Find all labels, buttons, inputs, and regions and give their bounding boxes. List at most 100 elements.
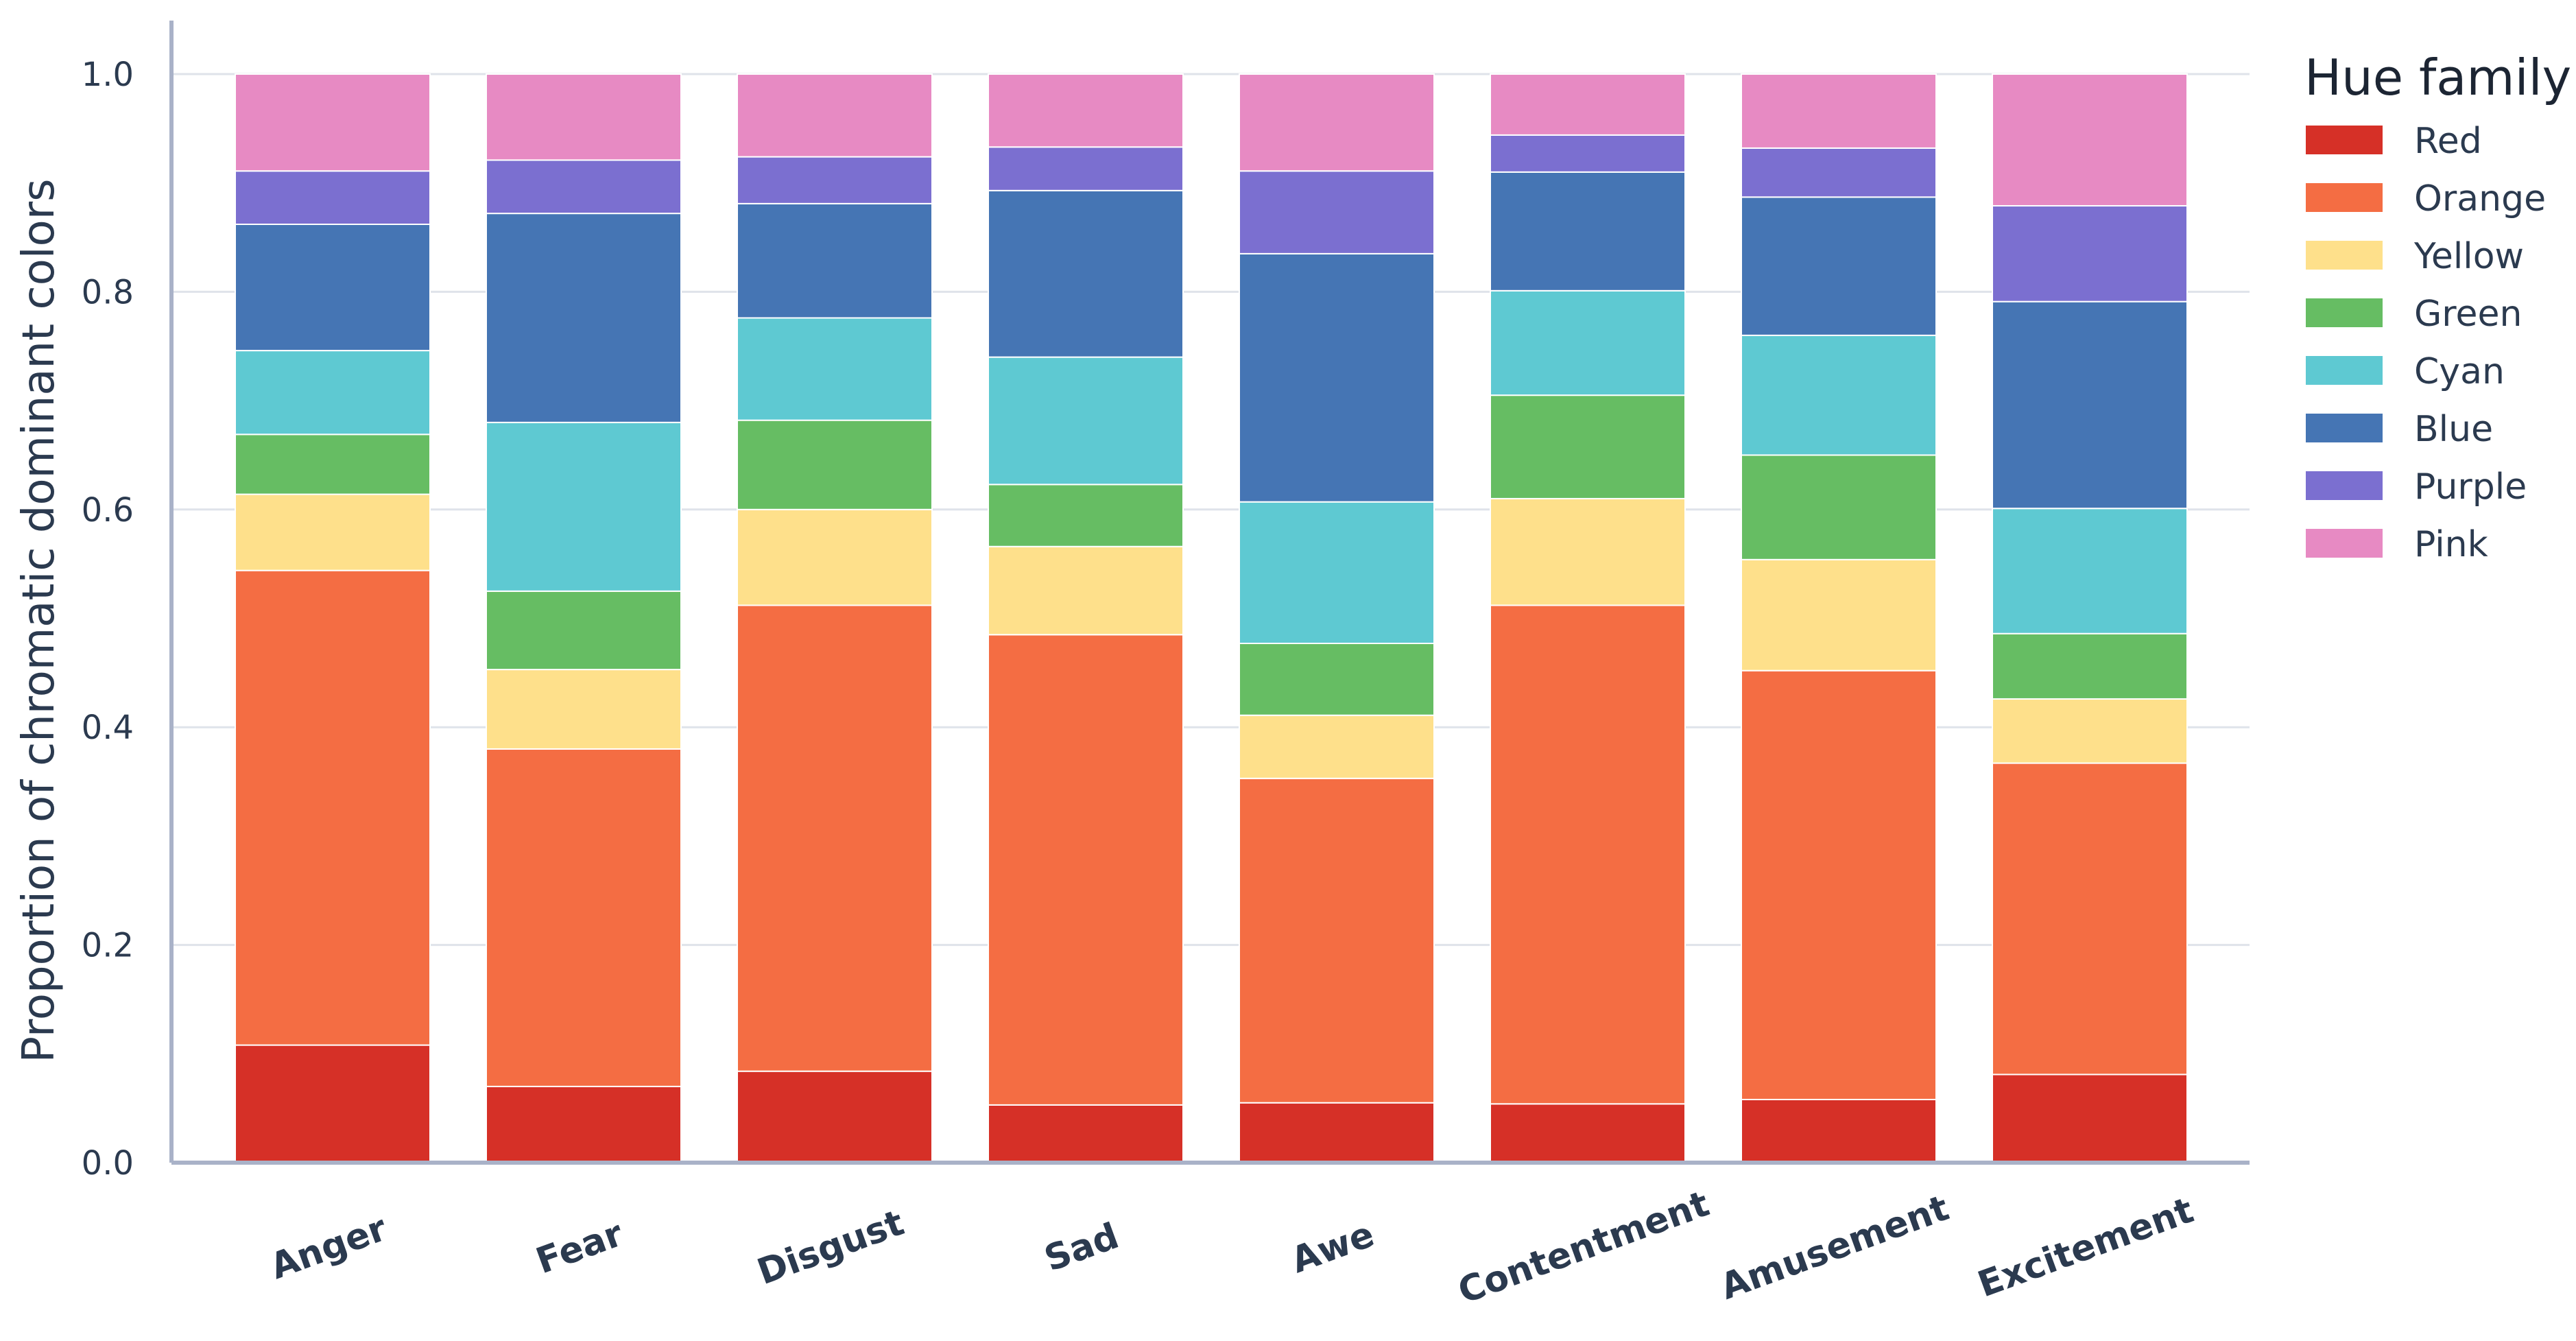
bar-segment-orange	[1741, 669, 1937, 1100]
bar-segment-red	[1992, 1073, 2188, 1163]
y-tick-label: 0.4	[82, 709, 134, 747]
bar-segment-blue	[988, 189, 1184, 358]
bar-segment-cyan	[1992, 508, 2188, 634]
x-tick-label: Fear	[531, 1213, 628, 1283]
legend-label: Pink	[2414, 524, 2488, 565]
bar-stack-amusement	[1741, 73, 1937, 1163]
bar-stack-excitement	[1992, 73, 2188, 1163]
bar-segment-blue	[737, 202, 933, 319]
legend: Hue family Red Orange Yellow Green Cyan Blue P…	[2304, 49, 2571, 565]
bar-segment-purple	[235, 170, 431, 226]
gridlines	[171, 73, 2250, 1164]
bar-segment-green	[988, 484, 1184, 547]
legend-swatch-cyan	[2306, 356, 2383, 385]
bar-segment-green	[486, 590, 682, 671]
bar-segment-yellow	[1992, 698, 2188, 764]
bar-segment-orange	[988, 634, 1184, 1106]
x-tick-label: Contentment	[1453, 1183, 1715, 1312]
x-tick-label: Amusement	[1715, 1187, 1954, 1308]
bar-segment-green	[1239, 643, 1435, 716]
legend-label: Yellow	[2413, 236, 2524, 277]
bar-stack-fear	[486, 73, 682, 1164]
bar-segment-pink	[1741, 73, 1937, 149]
bar-segment-red	[235, 1044, 431, 1163]
x-tick-label: Disgust	[752, 1202, 909, 1293]
bar-segment-red	[737, 1070, 933, 1164]
x-tick-label: Awe	[1286, 1214, 1380, 1282]
bar-segment-blue	[1992, 300, 2188, 510]
bar-segment-cyan	[1741, 334, 1937, 456]
bar-segment-red	[988, 1104, 1184, 1164]
legend-swatch-red	[2306, 126, 2383, 154]
legend-label: Purple	[2414, 466, 2527, 508]
bar-segment-purple	[988, 146, 1184, 191]
bar-segment-red	[1741, 1098, 1937, 1163]
axes	[169, 21, 2250, 1165]
bar-segment-green	[1490, 394, 1686, 499]
bar-segment-blue	[1741, 196, 1937, 336]
bar-segment-pink	[1239, 73, 1435, 172]
bar-stack-sad	[988, 73, 1184, 1164]
bar-segment-cyan	[737, 317, 933, 421]
bar-segment-pink	[1992, 73, 2188, 207]
y-tick-label: 0.6	[82, 491, 134, 530]
x-tick-label: Excitement	[1972, 1190, 2199, 1306]
bar-segment-pink	[235, 73, 431, 172]
bar-segment-green	[1992, 632, 2188, 700]
bar-segment-cyan	[486, 421, 682, 592]
legend-label: Cyan	[2414, 351, 2505, 392]
bar-segment-pink	[486, 73, 682, 161]
bar-segment-purple	[1992, 205, 2188, 302]
legend-label: Red	[2414, 121, 2482, 162]
bar-segment-cyan	[988, 356, 1184, 486]
bar-segment-orange	[486, 748, 682, 1087]
legend-label: Orange	[2414, 178, 2546, 219]
x-tick-labels: Anger Fear Disgust Sad Awe Contentment Amuseme…	[265, 1183, 2199, 1312]
legend-swatch-blue	[2306, 414, 2383, 442]
bar-segment-pink	[988, 73, 1184, 148]
bar-segment-cyan	[1239, 501, 1435, 645]
bar-segment-red	[1490, 1103, 1686, 1163]
bar-segment-pink	[1490, 73, 1686, 136]
bar-segment-yellow	[737, 508, 933, 606]
bar-segment-orange	[1239, 777, 1435, 1104]
legend-title: Hue family	[2304, 49, 2571, 106]
bar-segment-yellow	[988, 545, 1184, 636]
x-tick-label: Anger	[265, 1208, 393, 1287]
bar-segment-yellow	[486, 669, 682, 750]
y-tick-labels: 0.0 0.2 0.4 0.6 0.8 1.0	[82, 56, 134, 1183]
bar-segment-purple	[486, 159, 682, 215]
bar-segment-green	[737, 419, 933, 510]
bar-segment-orange	[1490, 604, 1686, 1105]
bar-segment-red	[486, 1085, 682, 1164]
bar-segment-pink	[737, 73, 933, 158]
bar-segment-yellow	[1741, 558, 1937, 672]
legend-label: Green	[2414, 294, 2522, 335]
y-tick-label: 0.0	[82, 1144, 134, 1183]
bar-segment-yellow	[1490, 497, 1686, 606]
legend-label: Blue	[2414, 409, 2493, 450]
y-tick-label: 1.0	[82, 56, 134, 94]
legend-swatch-pink	[2306, 529, 2383, 558]
legend-swatch-orange	[2306, 183, 2383, 212]
legend-swatch-purple	[2306, 471, 2383, 500]
bar-segment-green	[235, 434, 431, 495]
y-axis-label: Proportion of chromatic dominant colors	[14, 179, 64, 1063]
bar-segment-blue	[1490, 171, 1686, 292]
bar-segment-orange	[235, 569, 431, 1046]
bar-segment-purple	[1490, 134, 1686, 173]
legend-swatch-yellow	[2306, 241, 2383, 270]
bars	[235, 73, 2188, 1164]
bar-segment-orange	[1992, 762, 2188, 1076]
bar-stack-anger	[235, 73, 431, 1163]
bar-segment-red	[1239, 1102, 1435, 1163]
bar-segment-purple	[737, 156, 933, 204]
bar-segment-yellow	[235, 493, 431, 571]
y-tick-label: 0.2	[82, 927, 134, 965]
bar-segment-blue	[235, 224, 431, 352]
y-tick-label: 0.8	[82, 273, 134, 311]
bar-segment-orange	[737, 604, 933, 1072]
bar-stack-awe	[1239, 73, 1435, 1163]
bar-segment-purple	[1239, 170, 1435, 254]
